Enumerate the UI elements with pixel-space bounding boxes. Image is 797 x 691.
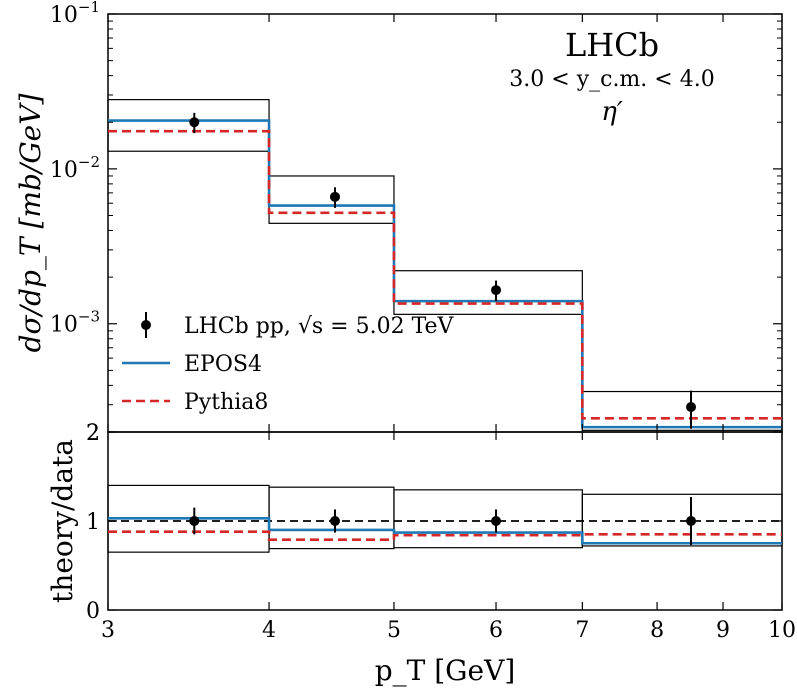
x-tick-label-8: 8 [650, 618, 664, 643]
bottom-data-point-1 [329, 516, 340, 526]
x-tick-label-9: 9 [716, 618, 730, 643]
bottom-data-point-2 [491, 516, 502, 526]
top-data-point-0 [189, 117, 200, 128]
top-syst-box-2 [393, 270, 583, 315]
x-tick-label-3: 3 [101, 618, 115, 643]
x-tick-label-4: 4 [262, 618, 276, 643]
top-data-point-2 [491, 285, 502, 296]
top-y-tick-label-2: 10−3 [50, 308, 100, 338]
rapidity-label: 3.0 < y_c.m. < 4.0 [509, 67, 714, 92]
top-y-tick-label-1: 10−2 [50, 153, 100, 183]
legend-epos4-label: EPOS4 [184, 352, 262, 377]
bottom-epos4-curve [108, 517, 782, 545]
bottom-plot-area [107, 484, 783, 553]
bottom-syst-box-2 [393, 489, 583, 549]
top-pythia8-curve [108, 129, 782, 420]
legend-pythia8-label: Pythia8 [184, 390, 268, 415]
bottom-y-tick-label-0: 0 [86, 599, 100, 624]
x-tick-label-5: 5 [387, 618, 401, 643]
experiment-label: LHCb [565, 26, 659, 64]
x-tick-label-7: 7 [575, 618, 589, 643]
top-y-tick-label-3: 2 [86, 421, 100, 446]
bottom-pythia8-curve [108, 530, 782, 541]
x-tick-label-6: 6 [489, 618, 503, 643]
top-syst-box-0 [107, 99, 270, 152]
bottom-data-point-0 [189, 516, 200, 526]
legend-data-marker [141, 320, 151, 330]
bottom-data-point-3 [686, 516, 697, 526]
bottom-y-axis-title: theory/data [46, 439, 79, 603]
top-data-point-3 [686, 402, 697, 413]
x-axis-title: p_T [GeV] [375, 654, 516, 687]
particle-label: η′ [601, 97, 623, 127]
legend: LHCb pp, √s = 5.02 TeV EPOS4 Pythia8 [122, 312, 455, 415]
x-tick-label-10: 10 [768, 618, 796, 643]
bottom-y-tick-label-2: 2 [86, 421, 100, 446]
top-plot-area [107, 99, 783, 431]
top-y-tick-label-0: 10−1 [50, 0, 100, 28]
top-epos4-curve [108, 119, 782, 429]
top-data-point-1 [329, 191, 340, 202]
legend-data-label: LHCb pp, √s = 5.02 TeV [184, 314, 455, 339]
top-y-axis-title: dσ/dp_T [mb/GeV] [14, 94, 47, 353]
top-syst-box-3 [581, 390, 783, 431]
bottom-y-tick-label-1: 1 [86, 510, 100, 535]
